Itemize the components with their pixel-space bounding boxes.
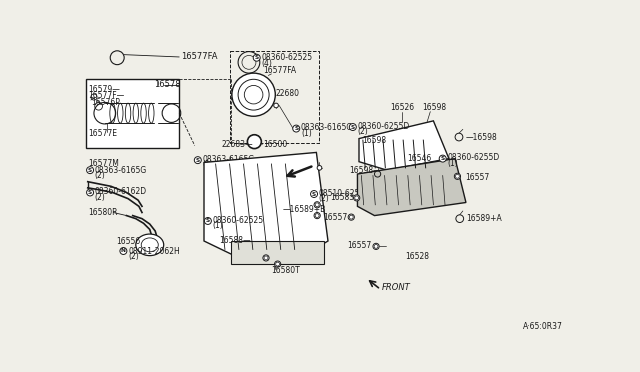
Bar [231, 241, 324, 264]
Text: 08360-6255D: 08360-6255D [358, 122, 410, 131]
Bar [86, 78, 179, 148]
Text: 22680: 22680 [275, 89, 300, 99]
Text: S: S [255, 55, 259, 60]
Circle shape [232, 73, 275, 116]
Text: (2): (2) [128, 252, 139, 261]
Text: 08360-6255D: 08360-6255D [447, 153, 500, 162]
Text: 08363-6165G: 08363-6165G [202, 155, 255, 164]
Circle shape [316, 203, 319, 207]
Text: 08911-2062H: 08911-2062H [128, 247, 180, 256]
Text: (1): (1) [202, 160, 213, 169]
Text: S: S [88, 168, 92, 173]
Circle shape [454, 173, 461, 179]
Text: 16576P: 16576P [91, 98, 120, 107]
Text: 08363-6165G: 08363-6165G [301, 123, 353, 132]
Circle shape [195, 157, 202, 164]
Circle shape [276, 262, 280, 266]
Circle shape [316, 214, 319, 218]
Text: S: S [88, 190, 92, 195]
Text: 16577E: 16577E [88, 129, 116, 138]
Text: S: S [206, 218, 210, 224]
Circle shape [374, 244, 378, 248]
Circle shape [263, 255, 269, 261]
Text: 08363-6165G: 08363-6165G [95, 166, 147, 174]
Text: (2): (2) [95, 171, 106, 180]
Text: —16598: —16598 [465, 132, 497, 141]
Text: 16526: 16526 [390, 103, 414, 112]
Text: 16577F—: 16577F— [88, 91, 124, 100]
Circle shape [439, 155, 446, 162]
Text: —16589+B: —16589+B [283, 205, 326, 214]
Text: S: S [440, 156, 445, 161]
Text: 16580R: 16580R [88, 208, 117, 217]
Text: 16589+A: 16589+A [466, 214, 502, 223]
Circle shape [314, 212, 320, 219]
Circle shape [86, 167, 93, 174]
Text: 16546: 16546 [407, 154, 431, 163]
Text: 16580T: 16580T [271, 266, 300, 275]
Ellipse shape [136, 234, 164, 256]
Text: 08360-62525: 08360-62525 [212, 216, 264, 225]
Circle shape [348, 214, 355, 220]
Text: 16598—: 16598— [349, 166, 381, 174]
Circle shape [373, 243, 379, 250]
Text: 16583: 16583 [330, 193, 355, 202]
Text: S: S [312, 192, 316, 196]
Text: (1): (1) [447, 159, 458, 168]
Text: N: N [121, 248, 126, 253]
Text: 16577FA: 16577FA [180, 52, 217, 61]
Circle shape [317, 166, 322, 170]
Circle shape [120, 247, 127, 254]
Text: (2): (2) [319, 194, 330, 203]
Text: 16557: 16557 [465, 173, 490, 182]
Text: 16578: 16578 [154, 80, 180, 89]
Text: 08510-6252C: 08510-6252C [319, 189, 370, 198]
Text: 16588—: 16588— [220, 236, 251, 245]
Text: 16598: 16598 [362, 136, 386, 145]
Circle shape [310, 190, 317, 198]
Text: A·65:0R37: A·65:0R37 [524, 322, 563, 331]
Text: 16557: 16557 [347, 241, 371, 250]
Text: (1): (1) [212, 221, 223, 230]
Text: (2): (2) [358, 127, 368, 136]
Text: 16500: 16500 [264, 140, 288, 149]
Circle shape [456, 174, 460, 178]
Text: 16528: 16528 [404, 252, 429, 261]
Bar [230, 51, 319, 143]
Text: (2): (2) [95, 193, 106, 202]
Text: S: S [196, 158, 200, 163]
Polygon shape [359, 121, 449, 170]
Text: 16556: 16556 [116, 237, 141, 246]
Circle shape [349, 215, 353, 219]
Circle shape [349, 124, 356, 131]
Text: S: S [351, 125, 355, 129]
Text: 08360-62525: 08360-62525 [261, 53, 312, 62]
Polygon shape [204, 153, 328, 254]
Text: (1): (1) [301, 129, 312, 138]
Circle shape [204, 218, 211, 224]
Text: S: S [294, 126, 298, 131]
Circle shape [264, 256, 268, 260]
Circle shape [275, 261, 281, 267]
Text: FRONT: FRONT [382, 283, 411, 292]
Text: 16577M: 16577M [88, 159, 118, 168]
Circle shape [355, 196, 358, 200]
Circle shape [248, 135, 261, 148]
Text: 16577FA: 16577FA [263, 65, 296, 74]
Text: (4): (4) [261, 59, 272, 68]
Circle shape [314, 202, 320, 208]
Circle shape [292, 125, 300, 132]
Circle shape [86, 189, 93, 196]
Text: 16598: 16598 [422, 103, 447, 112]
Text: 08360-6162D: 08360-6162D [95, 187, 147, 196]
Text: 16579—: 16579— [88, 85, 120, 94]
Text: 22683—: 22683— [221, 140, 253, 149]
Circle shape [274, 103, 278, 108]
Circle shape [253, 54, 260, 61]
Polygon shape [358, 158, 466, 216]
Text: 16557: 16557 [323, 214, 348, 222]
Circle shape [353, 195, 360, 201]
Circle shape [238, 79, 269, 110]
